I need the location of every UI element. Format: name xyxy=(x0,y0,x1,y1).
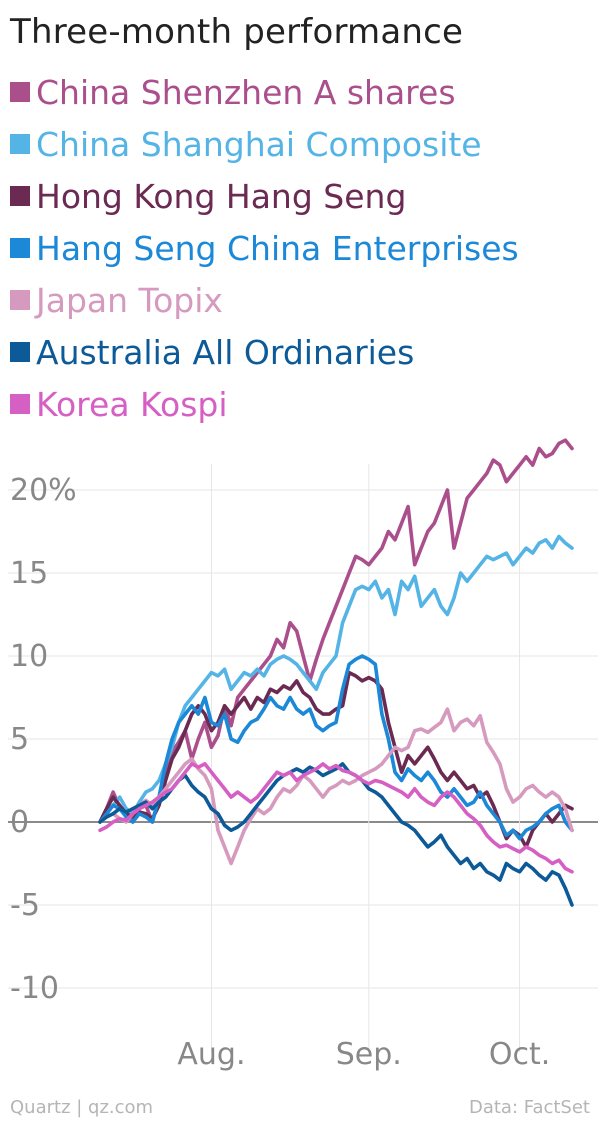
legend-label: Korea Kospi xyxy=(36,384,228,424)
y-tick-label: 10 xyxy=(10,639,48,674)
plot-area: 20% 15 10 5 0 -5 -10 Aug. Sep. Oct. xyxy=(8,438,598,1072)
series-line-2 xyxy=(98,534,574,824)
series-line-3 xyxy=(98,670,574,849)
legend: China Shenzhen A shares China Shanghai Co… xyxy=(10,66,519,430)
chart-title: Three-month performance xyxy=(10,12,464,52)
y-tick-label: -10 xyxy=(10,971,59,1006)
y-tick-label: 5 xyxy=(10,722,29,757)
legend-swatch xyxy=(10,394,30,414)
legend-swatch xyxy=(10,342,30,362)
x-tick-label: Oct. xyxy=(489,1037,550,1072)
footer-credit: Quartz | qz.com xyxy=(10,1097,154,1118)
legend-item: Australia All Ordinaries xyxy=(10,326,519,378)
legend-swatch xyxy=(10,186,30,206)
legend-label: Japan Topix xyxy=(36,280,223,320)
legend-label: Hong Kong Hang Seng xyxy=(36,176,407,216)
legend-swatch xyxy=(10,134,30,154)
series-line-5 xyxy=(98,707,574,866)
legend-label: China Shenzhen A shares xyxy=(36,72,456,112)
footer-source: Data: FactSet xyxy=(468,1097,590,1118)
legend-item: China Shanghai Composite xyxy=(10,118,519,170)
series-line-4 xyxy=(98,654,574,841)
legend-label: Hang Seng China Enterprises xyxy=(36,228,519,268)
legend-swatch xyxy=(10,238,30,258)
legend-label: Australia All Ordinaries xyxy=(36,332,415,372)
series-line-1 xyxy=(98,438,574,824)
series-line-7 xyxy=(98,762,574,874)
y-tick-label: -5 xyxy=(10,888,40,923)
legend-item: Korea Kospi xyxy=(10,378,519,430)
legend-item: Japan Topix xyxy=(10,274,519,326)
x-tick-label: Aug. xyxy=(177,1037,245,1072)
legend-swatch xyxy=(10,82,30,102)
legend-label: China Shanghai Composite xyxy=(36,124,482,164)
legend-item: Hong Kong Hang Seng xyxy=(10,170,519,222)
legend-swatch xyxy=(10,290,30,310)
y-tick-label: 0 xyxy=(10,805,29,840)
legend-item: China Shenzhen A shares xyxy=(10,66,519,118)
legend-item: Hang Seng China Enterprises xyxy=(10,222,519,274)
y-tick-label: 15 xyxy=(10,556,48,591)
y-tick-label: 20% xyxy=(10,473,77,508)
x-tick-label: Sep. xyxy=(336,1037,402,1072)
